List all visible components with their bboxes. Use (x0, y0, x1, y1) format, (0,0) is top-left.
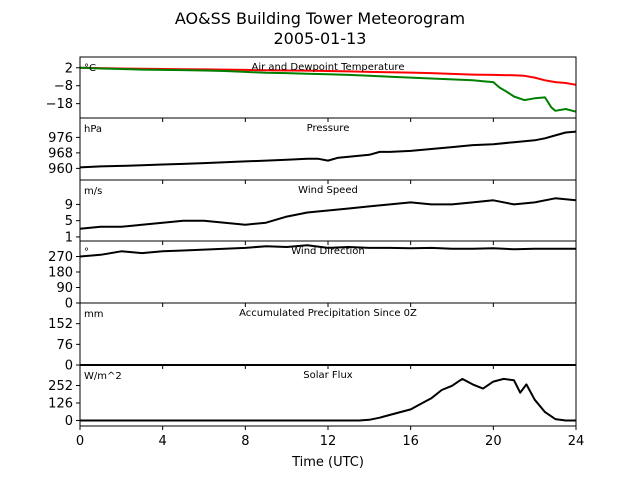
panel-2-unit-label: hPa (84, 124, 102, 135)
x-tick-label-7: 24 (568, 434, 585, 449)
panel-1-ytick-label-2: −8 (54, 79, 73, 94)
panel-3-series-1-line (79, 197, 577, 230)
panel-3-ytick-label-3: 1 (65, 230, 73, 245)
figure-title: AO&SS Building Tower Meteorogram (175, 9, 465, 28)
panel-1-ytick-label-1: 2 (65, 61, 73, 76)
panel-2-series-1-line (79, 130, 577, 169)
panel-1-series-2-line (79, 66, 577, 113)
panel-3-title: Wind Speed (298, 185, 358, 196)
panel-4-ytick-label-3: 90 (56, 281, 73, 296)
panel-1-unit-label: °C (84, 63, 96, 74)
panel-5-ytick-label-1: 152 (48, 317, 73, 332)
panel-2-ytick-label-2: 968 (48, 146, 73, 161)
panel-2-title: Pressure (307, 123, 350, 134)
panel-4-series-1-line (79, 244, 576, 258)
panel-4-ytick-label-2: 180 (48, 266, 73, 281)
x-tick-label-3: 8 (241, 434, 249, 449)
panel-4-unit-label: ° (84, 247, 89, 258)
panel-6-ytick-label-2: 126 (48, 396, 73, 411)
panel-1-title: Air and Dewpoint Temperature (252, 62, 405, 73)
panel-1-ytick-label-3: −18 (46, 97, 73, 112)
panel-3-unit-label: m/s (84, 186, 102, 197)
panel-5-title: Accumulated Precipitation Since 0Z (239, 308, 417, 319)
x-axis-label: Time (UTC) (291, 455, 364, 470)
panel-5-unit-label: mm (84, 309, 103, 320)
panel-4-title: Wind Direction (291, 246, 365, 257)
panel-2-ytick-label-3: 960 (48, 162, 73, 177)
x-tick-label-4: 12 (320, 434, 337, 449)
panels-group: 2−8−18°C Air and Dewpoint Temperature9769… (46, 56, 585, 449)
panel-3-ytick-label-1: 9 (65, 198, 73, 213)
panel-4-ytick-label-4: 0 (65, 297, 73, 312)
panel-3-ytick-label-2: 5 (65, 214, 73, 229)
x-tick-label-6: 20 (485, 434, 502, 449)
panel-4-ytick-label-1: 270 (48, 250, 73, 265)
panel-5-ytick-label-2: 76 (56, 338, 73, 353)
x-tick-label-5: 16 (402, 434, 419, 449)
panel-6-ytick-label-1: 252 (48, 379, 73, 394)
panel-6-title: Solar Flux (303, 370, 353, 381)
panel-2-ytick-label-1: 976 (48, 131, 73, 146)
figure-date: 2005-01-13 (274, 29, 367, 48)
panel-6-series-1-line (80, 377, 576, 422)
panel-5-ytick-label-3: 0 (65, 359, 73, 374)
panel-6-ytick-label-3: 0 (65, 414, 73, 429)
panel-6-unit-label: W/m^2 (84, 371, 122, 382)
x-tick-label-1: 0 (76, 434, 84, 449)
x-tick-label-2: 4 (159, 434, 167, 449)
